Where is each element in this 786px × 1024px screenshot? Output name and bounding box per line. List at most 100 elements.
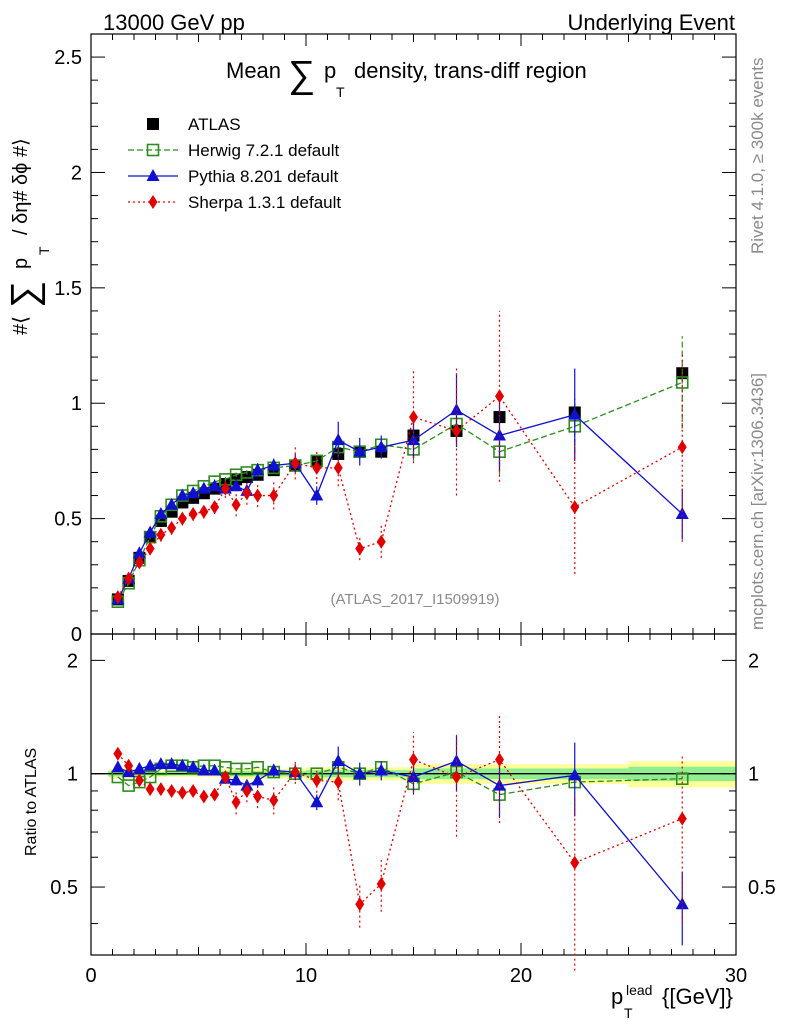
pythia-point xyxy=(251,463,265,476)
sherpa-ratio-point xyxy=(409,752,418,767)
sherpa-ratio-point xyxy=(290,765,300,780)
pythia-point xyxy=(154,507,168,519)
svg-text:∑: ∑ xyxy=(4,281,46,308)
pythia-point xyxy=(143,525,157,538)
sherpa-ratio-point xyxy=(134,773,144,788)
sherpa-point xyxy=(188,507,198,521)
pythia-ratio-point xyxy=(568,768,582,781)
pythia-ratio-point xyxy=(175,758,189,771)
sherpa-point xyxy=(677,440,687,455)
atlas-point xyxy=(240,471,253,484)
sherpa-ratio-point xyxy=(269,793,279,808)
sherpa-ratio-point xyxy=(677,811,687,826)
sherpa-point xyxy=(177,511,187,526)
ratio-tick-label: 0.5 xyxy=(748,877,776,899)
x-tick-label: 0 xyxy=(85,965,96,987)
sherpa-point xyxy=(376,534,386,549)
pythia-ratio-point xyxy=(331,754,345,767)
y-axis-label: #⟨ ∑ p T / δη# δϕ #⟩ xyxy=(4,138,52,335)
header-right: Underlying Event xyxy=(567,10,735,35)
svg-text:T: T xyxy=(624,1005,633,1021)
svg-text:Mean: Mean xyxy=(226,58,281,83)
svg-text:∑: ∑ xyxy=(288,54,315,96)
pythia-ratio-point xyxy=(310,795,324,808)
sherpa-point xyxy=(134,555,144,570)
pythia-ratio-point xyxy=(197,763,211,776)
legend-herwig-marker xyxy=(146,143,160,157)
ratio-y-label: Ratio to ATLAS xyxy=(23,748,40,856)
svg-text:T: T xyxy=(336,84,345,100)
sherpa-point xyxy=(253,488,263,503)
legend-pythia-label: Pythia 8.201 default xyxy=(188,167,339,186)
pythia-point xyxy=(353,444,367,457)
pythia-ratio-point xyxy=(154,757,168,770)
sherpa-point xyxy=(231,497,241,512)
svg-text:{[GeV]}: {[GeV]} xyxy=(662,984,733,1009)
sherpa-point xyxy=(113,590,123,605)
pythia-ratio-point xyxy=(267,763,281,776)
pythia-point xyxy=(331,433,345,446)
sherpa-ratio-point xyxy=(312,773,322,788)
sherpa-point xyxy=(145,541,155,556)
sherpa-ratio-point xyxy=(220,770,230,785)
pythia-point xyxy=(132,546,146,559)
y-tick-label: 2.5 xyxy=(54,47,82,69)
y-tick-label: 1.5 xyxy=(54,278,82,300)
y-tick-label: 2 xyxy=(71,162,82,184)
pythia-ratio-point xyxy=(186,760,200,773)
legend-herwig-label: Herwig 7.2.1 default xyxy=(188,141,339,160)
pythia-point xyxy=(175,488,189,501)
ratio-tick-label: 0.5 xyxy=(50,877,78,899)
sherpa-ratio-point xyxy=(188,783,198,798)
rivet-label: Rivet 4.1.0, ≥ 300k events xyxy=(748,58,767,254)
svg-text:p: p xyxy=(324,58,336,83)
ratio-tick-label: 2 xyxy=(67,650,78,672)
sherpa-ratio-point xyxy=(333,775,343,790)
sherpa-ratio-point xyxy=(124,758,134,773)
header-left: 13000 GeV pp xyxy=(103,10,245,35)
sherpa-ratio-point xyxy=(355,897,365,912)
sherpa-point xyxy=(570,500,580,515)
pythia-ratio-point xyxy=(229,773,243,786)
x-tick-label: 30 xyxy=(725,965,747,987)
ratio-tick-label: 1 xyxy=(67,764,78,786)
ratio-tick-label: 2 xyxy=(748,650,759,672)
x-tick-label: 10 xyxy=(295,965,317,987)
sherpa-point xyxy=(409,410,418,425)
ratio-panel-series xyxy=(91,714,736,971)
analysis-label: (ATLAS_2017_I1509919) xyxy=(330,591,499,608)
pythia-point xyxy=(197,481,211,494)
legend-sherpa-label: Sherpa 1.3.1 default xyxy=(188,193,341,212)
pythia-ratio-point xyxy=(374,763,388,776)
svg-text:T: T xyxy=(36,246,52,255)
sherpa-point xyxy=(124,571,134,586)
sherpa-point xyxy=(312,460,322,475)
svg-text:lead: lead xyxy=(626,982,652,998)
sherpa-point xyxy=(156,527,166,542)
legend-atlas-label: ATLAS xyxy=(188,115,241,134)
pythia-point xyxy=(267,458,281,471)
plot-title: Mean ∑ p T density, trans-diff region xyxy=(226,54,587,100)
sherpa-ratio-point xyxy=(376,876,386,891)
sherpa-point xyxy=(290,456,300,471)
sherpa-point xyxy=(355,541,365,556)
sherpa-point xyxy=(199,504,209,519)
sherpa-ratio-point xyxy=(495,752,504,767)
axis-ticks: 0 10 20 30 0 0.5 1 1.5 2 2.5 0.5 0.5 1 1 2 2 xyxy=(50,33,776,987)
svg-text:#⟨: #⟨ xyxy=(10,316,32,335)
y-tick-label: 1 xyxy=(71,393,82,415)
pythia-ratio-point xyxy=(251,773,265,786)
pythia-ratio-point xyxy=(111,760,125,773)
sherpa-ratio-point xyxy=(167,783,177,798)
pythia-ratio-point xyxy=(165,757,179,770)
svg-text:/ δη# δϕ #⟩: / δη# δϕ #⟩ xyxy=(10,138,32,235)
sherpa-ratio-point xyxy=(210,787,220,802)
pythia-ratio-point xyxy=(143,758,157,771)
y-tick-label: 0.5 xyxy=(54,509,82,531)
sherpa-ratio-point xyxy=(570,855,580,870)
herwig-point xyxy=(675,376,689,389)
pythia-ratio-point xyxy=(493,778,506,791)
pythia-ratio-point xyxy=(353,766,367,779)
sherpa-ratio-point xyxy=(113,746,123,761)
